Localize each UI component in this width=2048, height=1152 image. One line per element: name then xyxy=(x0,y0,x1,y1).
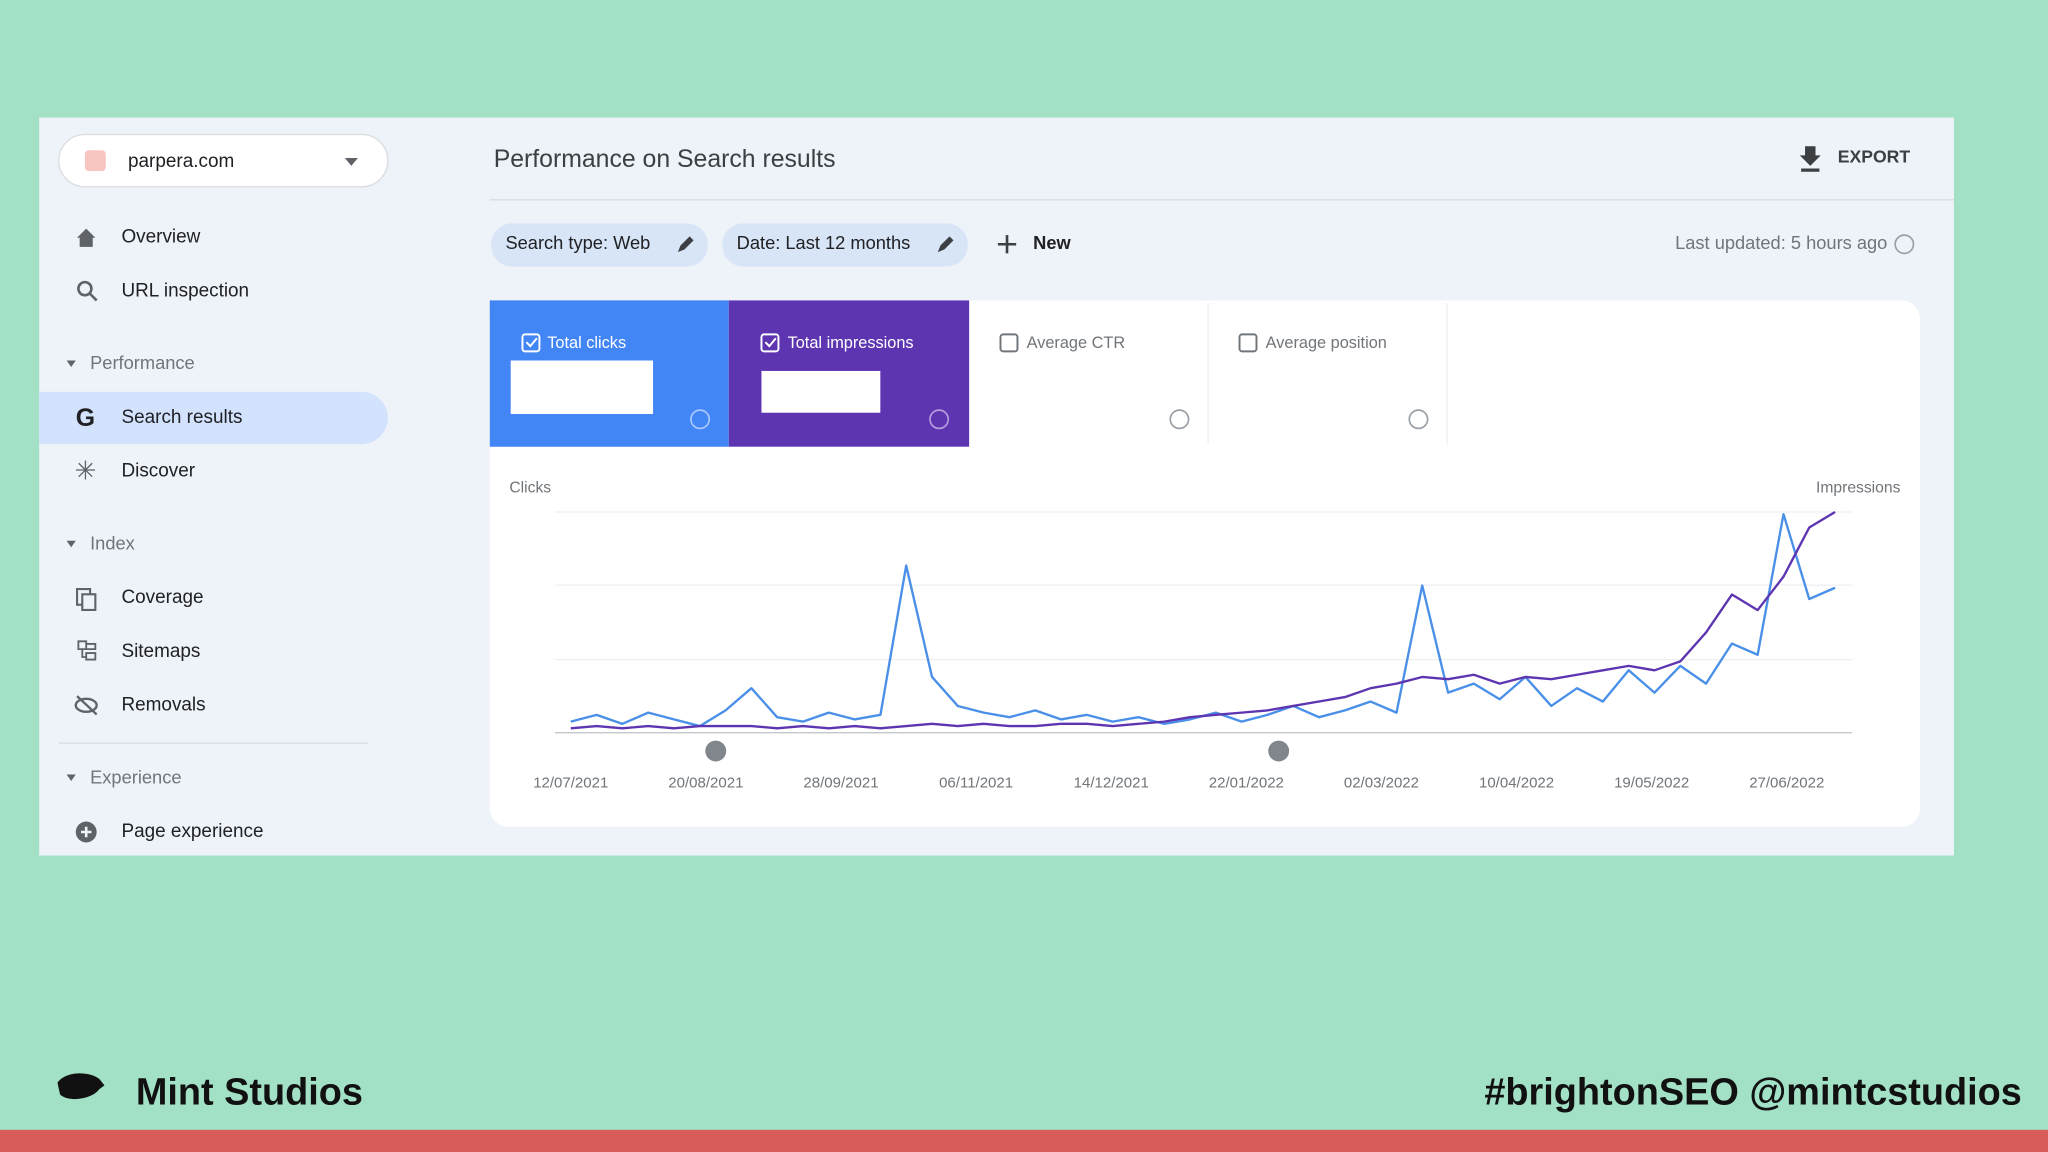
sitemap-icon xyxy=(77,640,97,661)
help-icon[interactable] xyxy=(929,409,950,430)
help-icon[interactable] xyxy=(690,409,711,430)
filter-chip[interactable] xyxy=(722,223,968,267)
property-icon xyxy=(84,150,106,172)
removals-icon xyxy=(74,697,98,714)
help-icon[interactable] xyxy=(1169,409,1190,430)
nav-item[interactable]: Removals xyxy=(121,694,205,715)
x-tick-label: 06/11/2021 xyxy=(939,775,1013,792)
redacted-value xyxy=(510,360,654,415)
search-icon xyxy=(89,292,98,302)
edit-icon xyxy=(937,236,954,253)
x-tick-label: 28/09/2021 xyxy=(803,775,878,792)
filter-chip-label: Date: Last 12 months xyxy=(737,232,911,253)
x-tick-label: 20/08/2021 xyxy=(668,775,743,792)
section-title[interactable]: Index xyxy=(90,532,135,553)
checkbox[interactable] xyxy=(521,333,541,353)
checkbox[interactable] xyxy=(999,333,1019,353)
x-tick-label: 10/04/2022 xyxy=(1479,775,1554,792)
x-tick-label: 12/07/2021 xyxy=(533,775,608,792)
redacted-value xyxy=(761,370,881,413)
metric-label: Total impressions xyxy=(788,334,914,352)
discover-icon: ✳ xyxy=(74,456,96,486)
help-icon[interactable] xyxy=(1408,409,1429,430)
nav-item[interactable]: Overview xyxy=(121,227,200,248)
page-experience-icon xyxy=(80,826,92,838)
y-axis-label: Clicks xyxy=(509,480,551,497)
section-caret xyxy=(66,360,76,368)
new-filter-button[interactable]: New xyxy=(1033,232,1071,253)
x-tick-label: 02/03/2022 xyxy=(1344,775,1419,792)
coverage-icon xyxy=(81,593,97,612)
checkbox[interactable] xyxy=(760,333,780,353)
dropdown-arrow xyxy=(344,158,358,166)
search-icon xyxy=(77,280,93,297)
property-name: parpera.com xyxy=(128,151,234,172)
nav-item[interactable]: Sitemaps xyxy=(121,641,200,662)
section-title[interactable]: Performance xyxy=(90,352,195,373)
annotation-marker[interactable] xyxy=(1268,740,1290,762)
nav-item[interactable]: Discover xyxy=(121,461,195,482)
nav-item[interactable]: Page experience xyxy=(121,821,263,842)
plus-icon xyxy=(997,235,1017,254)
x-tick-label: 14/12/2021 xyxy=(1074,775,1149,792)
last-updated: Last updated: 5 hours ago xyxy=(1675,232,1887,253)
active-highlight xyxy=(39,391,388,445)
nav-item[interactable]: Coverage xyxy=(121,587,203,608)
section-caret xyxy=(66,774,76,782)
filter-chip-label: Search type: Web xyxy=(505,232,650,253)
property-selector[interactable] xyxy=(58,133,389,188)
edit-icon xyxy=(677,236,694,253)
metric-label: Average CTR xyxy=(1027,334,1126,352)
removals-icon xyxy=(76,695,98,716)
nav-item-active[interactable]: Search results xyxy=(121,407,242,428)
section-title[interactable]: Experience xyxy=(90,766,181,787)
filter-chip[interactable] xyxy=(491,223,708,267)
x-tick-label: 27/06/2022 xyxy=(1749,775,1824,792)
x-tick-label: 19/05/2022 xyxy=(1614,775,1689,792)
checkmark xyxy=(764,337,777,348)
metric-label: Total clicks xyxy=(547,334,626,352)
google-icon: G xyxy=(76,405,95,432)
section-caret xyxy=(66,540,76,548)
chart: Clicks Impressions 12/07/2021 20/08/2021 2… xyxy=(509,480,1900,792)
checkmark xyxy=(525,337,538,348)
annotation-marker[interactable] xyxy=(705,740,727,762)
export-icon xyxy=(1799,146,1821,172)
series-line xyxy=(570,510,1836,730)
help-icon[interactable] xyxy=(1894,234,1915,255)
y2-axis-label: Impressions xyxy=(1816,480,1901,497)
nav-item[interactable]: URL inspection xyxy=(121,280,249,301)
brand-name: Mint Studios xyxy=(136,1072,363,1114)
bottom-bar xyxy=(0,1129,2048,1152)
page-title: Performance on Search results xyxy=(494,146,836,173)
export-button[interactable]: EXPORT xyxy=(1838,147,1911,167)
checkbox[interactable] xyxy=(1238,333,1258,353)
metric-label: Average position xyxy=(1266,334,1387,352)
brand-logo xyxy=(57,1073,105,1100)
x-tick-label: 22/01/2022 xyxy=(1209,775,1284,792)
hashtags: #brightonSEO @mintcstudios xyxy=(1484,1072,2022,1114)
home-icon xyxy=(77,228,96,247)
